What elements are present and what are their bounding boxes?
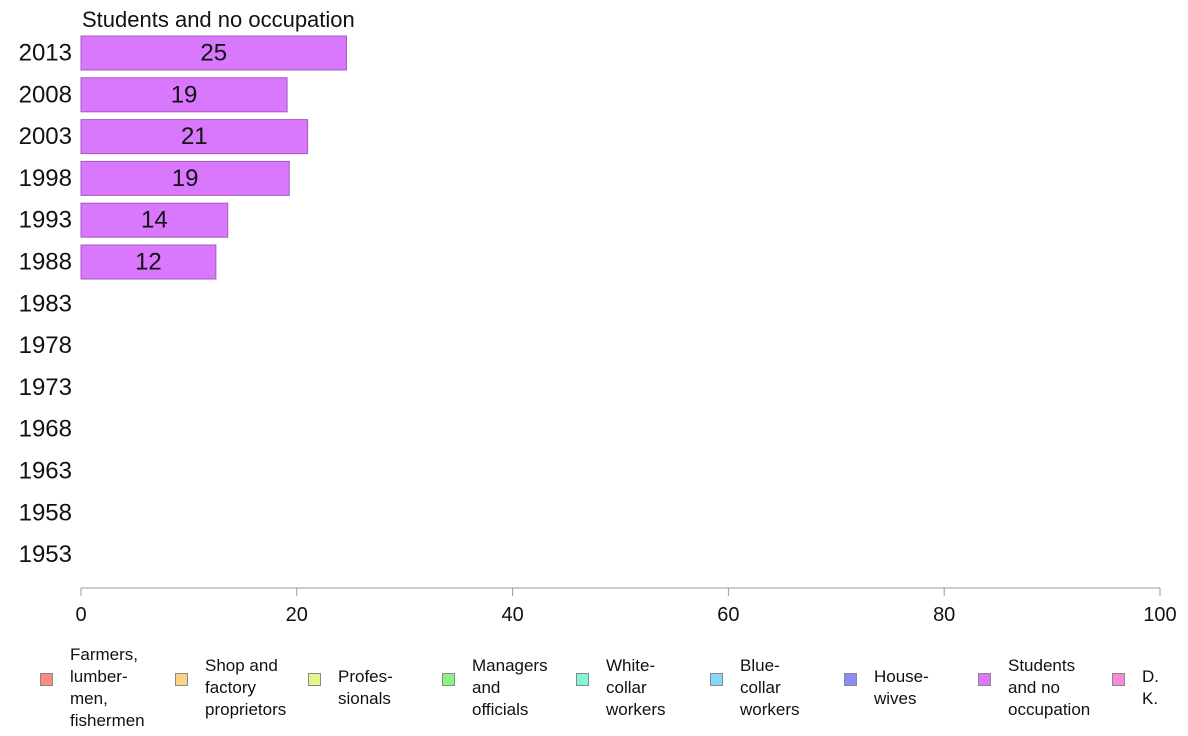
legend-label: Profes- sionals [338, 667, 393, 708]
y-tick-label-1983: 1983 [19, 290, 72, 317]
x-tick-label-20: 20 [286, 604, 308, 626]
legend-label: Students and no occupation [1008, 656, 1091, 719]
bar-label-1993: 14 [141, 207, 168, 234]
legend-swatch [442, 673, 455, 686]
bar-label-1988: 12 [135, 249, 162, 276]
legend-label: D. K. [1142, 667, 1159, 708]
y-tick-label-2013: 2013 [19, 40, 72, 67]
bar-1998 [80, 160, 290, 196]
y-tick-label-1963: 1963 [19, 458, 72, 485]
legend-swatch [710, 673, 723, 686]
bar-label-1998: 19 [172, 165, 199, 192]
bar-label-2013: 25 [200, 40, 227, 67]
y-tick-label-1988: 1988 [19, 249, 72, 276]
bars-layer [80, 35, 347, 280]
legend-swatch [175, 673, 188, 686]
y-axis: 2013 2008 2003 1998 1993 1988 1983 1978 1973 1968… [19, 40, 72, 569]
bar-label-2008: 19 [171, 81, 198, 108]
x-tick-label-100: 100 [1143, 604, 1176, 626]
legend-label: House- wives [874, 667, 929, 708]
legend-swatch [576, 673, 589, 686]
legend-label: Blue-collar workers [740, 656, 800, 719]
y-tick-label-1993: 1993 [19, 207, 72, 234]
y-tick-label-1973: 1973 [19, 374, 72, 401]
y-tick-label-2008: 2008 [19, 81, 72, 108]
x-axis: 0 20 40 60 80 100 [75, 588, 1177, 626]
legend-label: Managers and officials [472, 656, 548, 719]
chart-title: Students and no occupation [82, 7, 355, 32]
x-tick-label-0: 0 [75, 604, 86, 626]
x-tick-label-60: 60 [717, 604, 739, 626]
bar-2003 [80, 119, 309, 155]
bar-2008 [80, 77, 288, 113]
bar-2013 [80, 35, 347, 71]
legend-swatch [978, 673, 991, 686]
legend-label: Shop and factory proprietors [205, 656, 287, 719]
bar-label-2003: 21 [181, 123, 208, 150]
y-tick-label-1953: 1953 [19, 541, 72, 568]
x-tick-label-80: 80 [933, 604, 955, 626]
y-tick-label-1978: 1978 [19, 332, 72, 359]
y-tick-label-1968: 1968 [19, 416, 72, 443]
legend-swatch [844, 673, 857, 686]
y-tick-label-1998: 1998 [19, 165, 72, 192]
bar-1993 [80, 202, 229, 238]
legend-swatch [308, 673, 321, 686]
bar-1988 [80, 244, 217, 280]
y-tick-label-2003: 2003 [19, 123, 72, 150]
legend-swatch [40, 673, 53, 686]
legend-label: Farmers, lumber- men, fishermen [70, 645, 145, 730]
x-tick-label-40: 40 [501, 604, 523, 626]
legend-swatch [1112, 673, 1125, 686]
legend-label: White- collar workers [606, 656, 666, 719]
y-tick-label-1958: 1958 [19, 499, 72, 526]
